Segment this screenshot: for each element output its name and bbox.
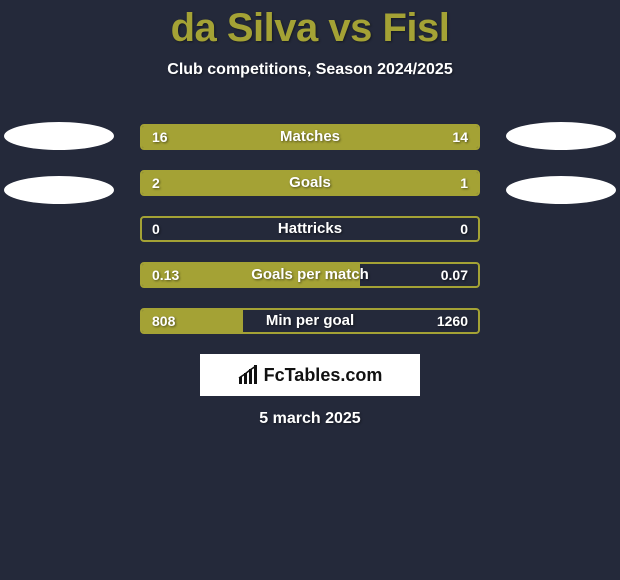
bar-row-matches: 16 14 Matches xyxy=(140,124,480,150)
fctables-logo: FcTables.com xyxy=(200,354,420,396)
page-subtitle: Club competitions, Season 2024/2025 xyxy=(0,61,620,79)
player-a-avatar-2 xyxy=(4,176,114,204)
bar-label: Min per goal xyxy=(142,310,478,332)
bar-chart-icon xyxy=(238,365,260,385)
bar-row-goals-per-match: 0.13 0.07 Goals per match xyxy=(140,262,480,288)
bar-label: Matches xyxy=(142,126,478,148)
logo-text: FcTables.com xyxy=(264,365,383,386)
bar-row-min-per-goal: 808 1260 Min per goal xyxy=(140,308,480,334)
bar-label: Goals per match xyxy=(142,264,478,286)
stats-bars: 16 14 Matches 2 1 Goals 0 0 Hattricks 0.… xyxy=(140,124,480,354)
bar-row-goals: 2 1 Goals xyxy=(140,170,480,196)
bar-label: Hattricks xyxy=(142,218,478,240)
player-b-avatar xyxy=(506,122,616,150)
bar-row-hattricks: 0 0 Hattricks xyxy=(140,216,480,242)
bar-label: Goals xyxy=(142,172,478,194)
player-b-avatar-2 xyxy=(506,176,616,204)
player-a-avatar xyxy=(4,122,114,150)
date-label: 5 march 2025 xyxy=(0,410,620,428)
page-title: da Silva vs Fisl xyxy=(0,0,620,51)
